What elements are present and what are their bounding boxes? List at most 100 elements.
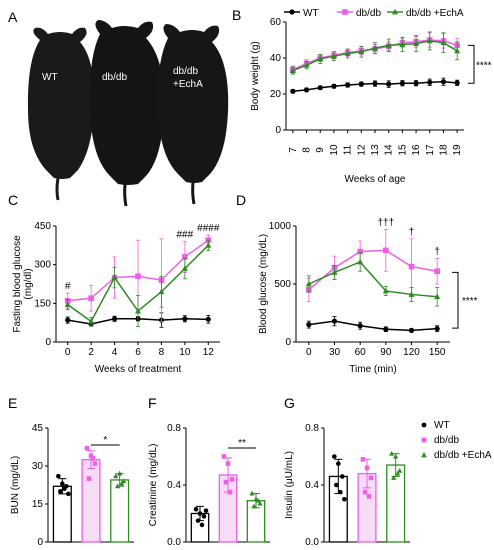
- data-point-wt: [331, 83, 337, 89]
- panel-c-chart: 0 150 300 450 0 2 4 6 8 10 12 Weeks of treatment Fas…: [12, 221, 220, 375]
- significance-label: ****: [462, 296, 478, 307]
- data-dot-echa: [119, 480, 125, 486]
- data-point-dbdb: [383, 247, 389, 254]
- data-point-wt: [408, 327, 415, 333]
- annotation-mark: ####: [197, 223, 220, 234]
- data-point-echa: [413, 40, 420, 46]
- data-point-echa: [454, 47, 461, 54]
- legend-label: db/db +EchA: [406, 8, 464, 19]
- y-tick-label: 500: [274, 279, 291, 290]
- y-tick-label: 0.0: [167, 537, 181, 548]
- data-point-echa: [181, 265, 188, 271]
- data-point-wt: [205, 316, 211, 322]
- data-point-echa: [303, 62, 310, 68]
- data-dot-dbdb: [362, 489, 368, 495]
- data-point-wt: [345, 82, 351, 88]
- data-dot-wt: [195, 518, 201, 523]
- panel-letter-a: A: [8, 9, 18, 25]
- annotation-mark: ###: [177, 229, 194, 240]
- significance-label: ****: [476, 60, 492, 71]
- data-point-wt: [303, 87, 310, 93]
- annotation-mark: †††: [377, 217, 394, 228]
- significance-label: **: [238, 438, 246, 449]
- data-dot-dbdb: [84, 445, 90, 451]
- x-tick-label: 15: [397, 144, 408, 156]
- mouse-wt: WT: [27, 27, 95, 201]
- x-tick-label: 12: [203, 347, 215, 358]
- x-tick-label: 10: [329, 144, 340, 156]
- data-point-wt: [111, 316, 118, 322]
- data-point-echa: [382, 287, 389, 294]
- data-dot-echa: [395, 470, 401, 476]
- data-dot-wt: [342, 496, 347, 502]
- significance-bracket: [452, 271, 459, 329]
- data-dot-echa: [115, 483, 121, 489]
- data-point-wt: [413, 80, 419, 86]
- data-dot-wt: [56, 473, 61, 479]
- legend-marker-wt: [421, 422, 427, 428]
- data-point-echa: [289, 67, 296, 73]
- data-point-echa: [135, 307, 141, 314]
- data-dot-wt: [62, 486, 67, 492]
- data-point-echa: [385, 42, 392, 48]
- mouse-label-echa-2: +EchA: [173, 79, 203, 90]
- legend-label: db/db: [356, 8, 381, 19]
- data-dot-echa: [389, 450, 395, 456]
- x-tick-label: 120: [403, 347, 420, 358]
- panel-letter-d: D: [236, 192, 246, 208]
- y-tick-label: 0: [45, 337, 51, 348]
- data-dot-echa: [255, 497, 261, 503]
- x-tick-label: 6: [135, 347, 141, 358]
- data-point-echa: [305, 280, 312, 287]
- data-dot-echa: [257, 500, 263, 506]
- panel-g-chart: 0.0 0.4 0.8 Insulin (μU/mL) WT db/db db/db +Ec…: [284, 420, 492, 548]
- data-point-echa: [344, 50, 351, 56]
- legend-label: db/db +EchA: [434, 450, 492, 461]
- data-point-dbdb: [135, 273, 141, 280]
- data-dot-wt: [193, 506, 199, 512]
- y-tick-label: 0.8: [167, 423, 181, 434]
- y-tick-label: 1000: [269, 221, 292, 232]
- mouse-label-wt: WT: [42, 72, 58, 83]
- panel-b-chart: 0 20 40 60 7 8 9 10 11 12 13 14 15 16 17 18 19 Weeks of a…: [250, 8, 492, 185]
- y-axis-label: BUN (mg/dL): [10, 456, 21, 514]
- data-point-wt: [306, 322, 312, 328]
- data-point-wt: [386, 81, 392, 87]
- data-point-echa: [358, 48, 365, 55]
- panel-letter-g: G: [284, 395, 295, 411]
- x-tick-label: 0: [65, 347, 71, 358]
- y-tick-label: 15: [32, 499, 44, 510]
- y-tick-label: 0.4: [305, 480, 319, 491]
- y-axis-label: Creatinine (mg/dL): [148, 444, 159, 527]
- data-point-echa: [158, 288, 165, 295]
- data-dot-dbdb: [90, 456, 96, 461]
- y-tick-label: 0: [37, 537, 43, 548]
- data-dot-wt: [66, 491, 71, 497]
- x-tick-label: 13: [370, 144, 381, 156]
- data-point-echa: [330, 53, 337, 59]
- data-point-dbdb: [357, 248, 363, 255]
- legend-label: db/db: [434, 435, 459, 446]
- data-dot-echa: [117, 470, 123, 476]
- y-tick-label: 150: [34, 298, 51, 309]
- x-axis-label: Weeks of treatment: [95, 364, 182, 375]
- data-point-echa: [88, 318, 95, 324]
- data-point-wt: [427, 79, 433, 85]
- data-dot-wt: [60, 481, 65, 487]
- legend-marker-dbdb: [421, 437, 427, 443]
- x-tick-label: 19: [452, 144, 463, 156]
- x-tick-label: 12: [356, 144, 367, 156]
- bar-1: [81, 459, 101, 543]
- data-point-echa: [434, 293, 441, 300]
- data-point-echa: [399, 41, 406, 47]
- data-dot-dbdb: [229, 477, 235, 482]
- data-point-wt: [434, 326, 440, 332]
- x-tick-label: 4: [112, 347, 118, 358]
- data-dot-dbdb: [92, 461, 98, 466]
- data-point-wt: [317, 85, 323, 91]
- data-point-wt: [372, 80, 378, 87]
- y-tick-label: 450: [34, 221, 51, 232]
- data-dot-dbdb: [364, 465, 370, 471]
- data-dot-wt: [338, 489, 343, 495]
- y-axis-label: Insulin (μU/mL): [284, 451, 295, 519]
